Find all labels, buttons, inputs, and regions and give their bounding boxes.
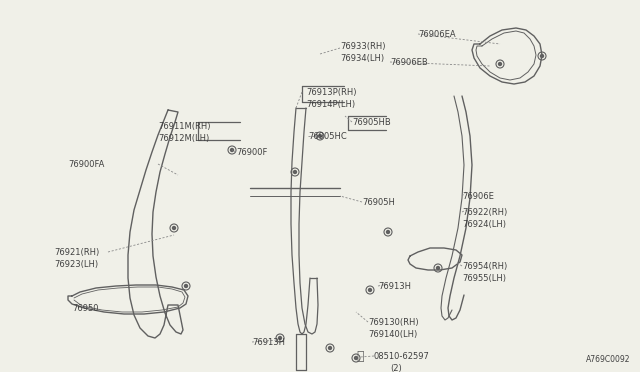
Text: 76906EA: 76906EA <box>418 30 456 39</box>
Text: 76934(LH): 76934(LH) <box>340 54 384 63</box>
Text: 76923(LH): 76923(LH) <box>54 260 98 269</box>
Text: 76911M(RH): 76911M(RH) <box>158 122 211 131</box>
Text: 08510-62597: 08510-62597 <box>374 352 430 361</box>
Circle shape <box>319 135 321 138</box>
Text: 76924(LH): 76924(LH) <box>462 220 506 229</box>
Text: 76906EB: 76906EB <box>390 58 428 67</box>
Text: A769C0092: A769C0092 <box>586 355 630 364</box>
Text: 76913H: 76913H <box>252 338 285 347</box>
Text: 76906E: 76906E <box>462 192 494 201</box>
Text: 76905H: 76905H <box>362 198 395 207</box>
Text: 76914P(LH): 76914P(LH) <box>306 100 355 109</box>
Text: 769140(LH): 769140(LH) <box>368 330 417 339</box>
Text: 76950: 76950 <box>72 304 99 313</box>
Circle shape <box>328 346 332 350</box>
Circle shape <box>499 62 502 65</box>
Circle shape <box>184 285 188 288</box>
Text: 76905HC: 76905HC <box>308 132 347 141</box>
Text: 76900F: 76900F <box>236 148 268 157</box>
Text: Ⓢ: Ⓢ <box>356 350 364 362</box>
Text: 76921(RH): 76921(RH) <box>54 248 99 257</box>
Text: 76933(RH): 76933(RH) <box>340 42 385 51</box>
Circle shape <box>369 289 371 292</box>
Text: 76913P(RH): 76913P(RH) <box>306 88 356 97</box>
Circle shape <box>230 148 234 151</box>
Text: 769130(RH): 769130(RH) <box>368 318 419 327</box>
Text: (2): (2) <box>390 364 402 372</box>
Circle shape <box>355 356 358 359</box>
Circle shape <box>436 266 440 269</box>
Circle shape <box>278 337 282 340</box>
Circle shape <box>387 231 390 234</box>
Text: 76922(RH): 76922(RH) <box>462 208 508 217</box>
Circle shape <box>294 170 296 173</box>
Text: 76900FA: 76900FA <box>68 160 104 169</box>
Text: 76955(LH): 76955(LH) <box>462 274 506 283</box>
Text: 76954(RH): 76954(RH) <box>462 262 508 271</box>
Text: 76905HB: 76905HB <box>352 118 391 127</box>
Circle shape <box>173 227 175 230</box>
Text: 76912M(LH): 76912M(LH) <box>158 134 209 143</box>
Text: 76913H: 76913H <box>378 282 411 291</box>
Circle shape <box>541 55 543 58</box>
